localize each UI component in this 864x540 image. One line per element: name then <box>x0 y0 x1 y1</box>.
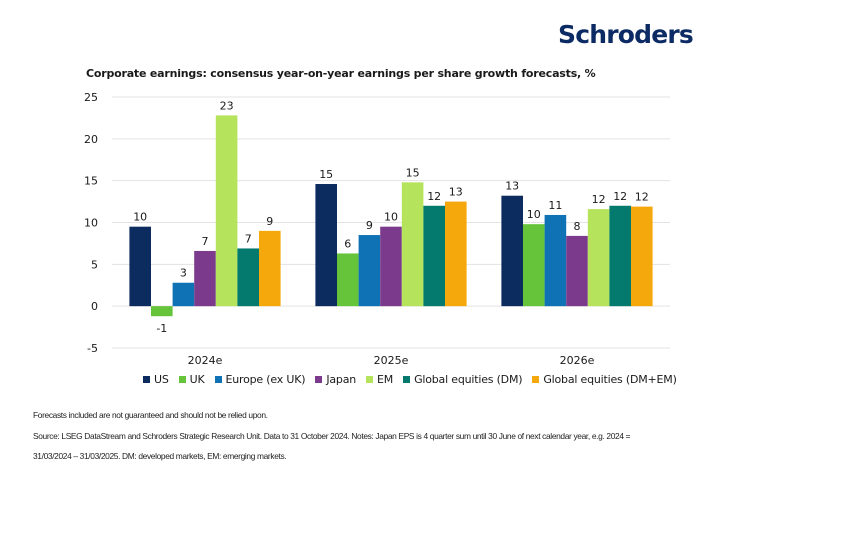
legend-swatch <box>532 376 540 383</box>
legend-item: Japan <box>315 373 356 386</box>
y-tick-label: 15 <box>84 175 98 188</box>
chart-legend: US UK Europe (ex UK) Japan EM Global equities… <box>143 373 687 386</box>
bar-uk-2026e <box>523 224 545 307</box>
bar-europe-ex-uk--2024e <box>172 282 195 307</box>
y-tick-label: -5 <box>87 342 98 355</box>
bar-value-label: 15 <box>406 166 420 179</box>
bar-value-label: 8 <box>574 220 581 233</box>
bar-em-2024e <box>215 115 238 307</box>
bar-em-2025e <box>401 182 424 307</box>
x-axis-labels: 2024e 2025e 2026e <box>188 354 595 367</box>
bar-uk-2025e <box>337 253 359 307</box>
bar-value-label: 9 <box>366 219 373 232</box>
disclaimer-note: Forecasts included are not guaranteed an… <box>33 410 268 420</box>
bar-value-label: 23 <box>220 99 234 112</box>
bar-global-equities-dm--2024e <box>237 248 259 307</box>
bar-us-2025e <box>315 184 337 307</box>
legend-item: Europe (ex UK) <box>214 373 306 386</box>
legend-swatch <box>315 376 323 383</box>
bar-value-label: -1 <box>156 322 167 335</box>
bar-value-label: 7 <box>202 235 209 248</box>
y-tick-label: 20 <box>84 133 98 146</box>
bar-value-label: 7 <box>245 232 252 245</box>
bar-japan-2026e <box>566 235 588 307</box>
legend-swatch <box>143 376 150 383</box>
bars <box>129 115 653 317</box>
legend-label: Japan <box>326 373 357 386</box>
x-tick-label: 2024e <box>188 354 223 367</box>
bar-global-equities-dm-em--2025e <box>445 201 467 307</box>
bar-global-equities-dm--2025e <box>423 205 445 307</box>
bar-value-label: 3 <box>180 267 187 280</box>
bar-value-label: 6 <box>344 237 351 250</box>
bar-value-label: 12 <box>427 190 441 203</box>
bar-value-label: 10 <box>384 211 398 224</box>
y-tick-label: 0 <box>91 300 98 313</box>
legend-swatch <box>178 376 186 383</box>
bar-value-label: 11 <box>548 199 562 212</box>
legend-item: EM <box>366 373 393 386</box>
chart-title: Corporate earnings: consensus year-on-ye… <box>86 67 596 80</box>
bar-value-label: 13 <box>449 186 463 199</box>
bar-us-2024e <box>129 226 151 307</box>
legend-label: US <box>154 373 169 386</box>
legend-item: Global equities (DM+EM) <box>532 373 677 386</box>
source-note-line2: 31/03/2024 – 31/03/2025. DM: developed m… <box>33 451 287 461</box>
x-tick-label: 2026e <box>560 354 595 367</box>
bar-em-2026e <box>587 209 610 307</box>
legend-swatch <box>403 376 411 383</box>
legend-item: Global equities (DM) <box>403 373 523 386</box>
bar-value-label: 12 <box>613 190 627 203</box>
bar-global-equities-dm-em--2026e <box>631 206 653 307</box>
bar-europe-ex-uk--2026e <box>544 214 567 307</box>
legend-swatch <box>214 376 222 383</box>
legend-label: Global equities (DM) <box>414 373 523 386</box>
legend-item: UK <box>178 373 205 386</box>
legend-swatch <box>366 376 374 383</box>
bar-japan-2024e <box>194 250 216 307</box>
bar-value-label: 13 <box>505 180 519 193</box>
bar-value-label: 10 <box>133 211 147 224</box>
legend-label: EM <box>377 373 394 386</box>
schroders-logo: Schroders <box>558 20 694 49</box>
y-axis-ticks: 25 20 15 10 5 0 -5 <box>84 91 98 355</box>
source-note-line1: Source: LSEG DataStream and Schroders St… <box>33 431 631 441</box>
x-tick-label: 2025e <box>374 354 409 367</box>
bar-uk-2024e <box>151 306 173 317</box>
bar-value-label: 10 <box>527 208 541 221</box>
bar-value-label: 12 <box>635 191 649 204</box>
bar-global-equities-dm--2026e <box>609 205 631 307</box>
legend-label: Global equities (DM+EM) <box>543 373 677 386</box>
bar-value-label: 9 <box>266 215 273 228</box>
y-tick-label: 5 <box>91 258 98 271</box>
bar-europe-ex-uk--2025e <box>358 235 381 307</box>
legend-label: UK <box>189 373 205 386</box>
legend-label: Europe (ex UK) <box>225 373 306 386</box>
bar-value-labels: 10 -1 3 7 23 7 9 15 6 9 10 15 12 13 13 10 11 8 12 12 12 <box>133 99 649 335</box>
bar-global-equities-dm-em--2024e <box>259 230 281 307</box>
bar-us-2026e <box>501 195 523 307</box>
legend-item: US <box>143 373 169 386</box>
bar-japan-2025e <box>380 226 402 307</box>
bar-value-label: 12 <box>592 193 606 206</box>
y-tick-label: 25 <box>84 91 98 104</box>
y-tick-label: 10 <box>84 217 98 230</box>
bar-value-label: 15 <box>319 168 333 181</box>
